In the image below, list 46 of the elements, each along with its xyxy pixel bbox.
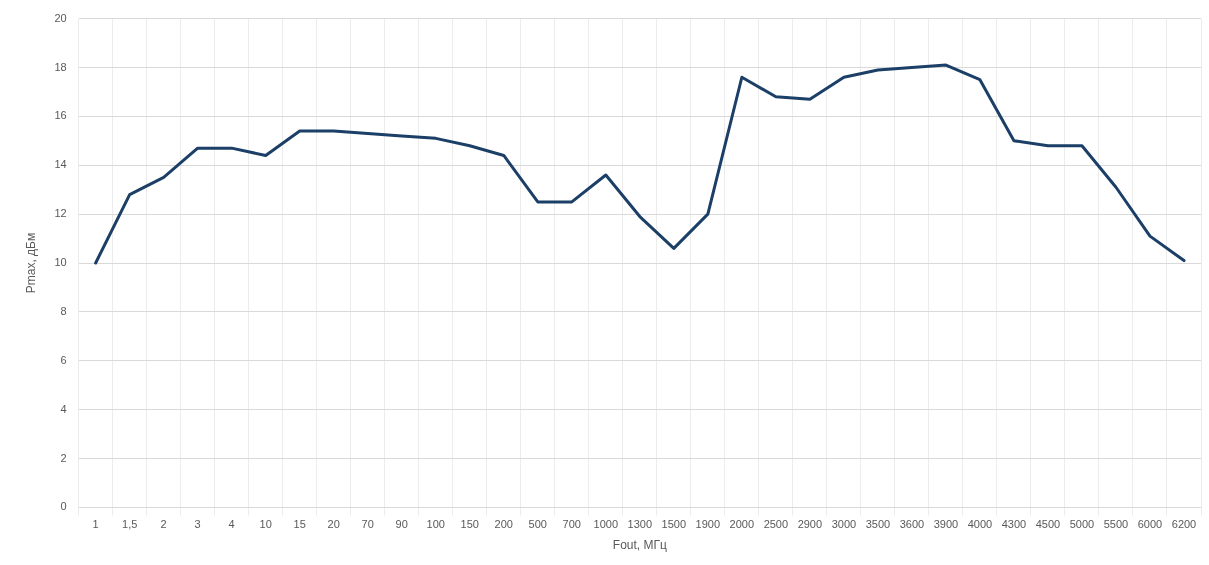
x-tick-label: 200 (494, 518, 513, 531)
x-tick-label: 700 (562, 518, 581, 531)
x-tick-label: 5000 (1069, 518, 1095, 531)
y-tick-label: 20 (54, 11, 67, 24)
x-tick-label: 90 (395, 518, 408, 531)
y-tick-label: 10 (54, 256, 67, 269)
y-tick-label: 6 (60, 353, 67, 366)
y-tick-label: 2 (60, 451, 67, 464)
y-tick-label: 14 (54, 158, 67, 171)
x-tick-label: 150 (460, 518, 479, 531)
x-tick-label: 3600 (899, 518, 925, 531)
x-tick-label: 1300 (627, 518, 653, 531)
x-tick-label: 500 (528, 518, 547, 531)
x-tick-label: 1900 (695, 518, 721, 531)
x-tick-label: 3900 (933, 518, 959, 531)
x-tick-label: 5500 (1103, 518, 1129, 531)
x-tick-label: 6000 (1137, 518, 1163, 531)
x-tick-label: 3500 (865, 518, 891, 531)
x-tick-label: 2900 (797, 518, 823, 531)
x-tick-label: 3 (194, 518, 201, 531)
x-tick-label: 4300 (1001, 518, 1027, 531)
y-tick-label: 8 (60, 304, 67, 317)
y-tick-label: 0 (60, 500, 67, 513)
x-tick-label: 3000 (831, 518, 857, 531)
x-tick-label: 10 (259, 518, 272, 531)
x-tick-label: 100 (426, 518, 445, 531)
x-tick-label: 70 (361, 518, 374, 531)
x-tick-label: 1,5 (122, 518, 138, 531)
x-tick-label: 1000 (593, 518, 619, 531)
y-tick-label: 18 (54, 60, 67, 73)
y-tick-label: 16 (54, 109, 67, 122)
x-tick-label: 4 (228, 518, 235, 531)
x-tick-label: 1 (92, 518, 99, 531)
x-tick-label: 2 (160, 518, 167, 531)
y-tick-label: 12 (54, 207, 67, 220)
x-axis-title: Fout, МГц (612, 538, 667, 553)
x-tick-label: 6200 (1171, 518, 1197, 531)
x-tick-label: 4500 (1035, 518, 1061, 531)
y-axis-title: Pmax, дБм (23, 232, 38, 294)
x-tick-label: 1500 (661, 518, 687, 531)
x-tick-label: 4000 (967, 518, 993, 531)
x-tick-label: 15 (293, 518, 306, 531)
y-tick-label: 4 (60, 402, 67, 415)
x-tick-label: 20 (327, 518, 340, 531)
x-tick-label: 2500 (763, 518, 789, 531)
x-tick-label: 2000 (729, 518, 755, 531)
